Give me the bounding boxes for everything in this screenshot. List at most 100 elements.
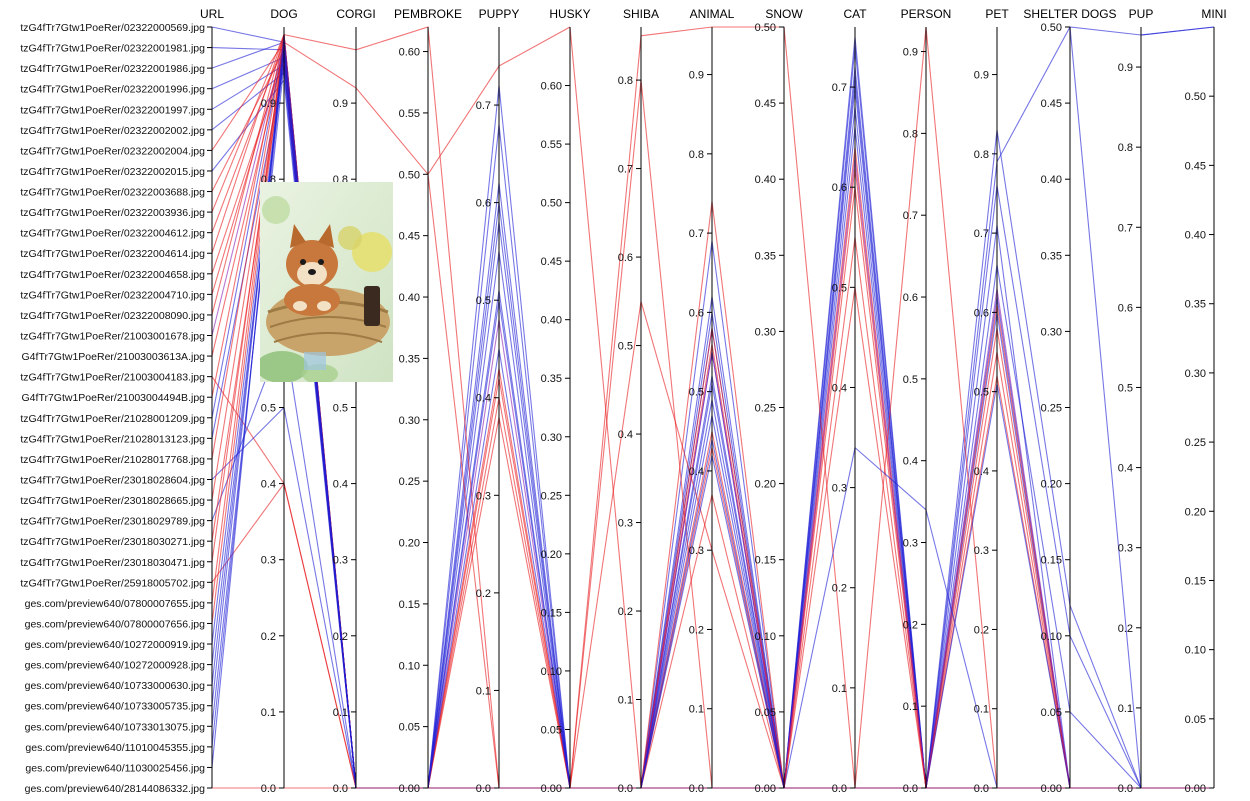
url-label-4[interactable]: tzG4fTr7Gtw1PoeRer/02322001997.jpg — [20, 104, 205, 116]
url-label-3[interactable]: tzG4fTr7Gtw1PoeRer/02322001996.jpg — [20, 84, 205, 96]
url-label-10[interactable]: tzG4fTr7Gtw1PoeRer/02322004612.jpg — [20, 228, 205, 240]
axis-mini[interactable]: MINI 0.00 0.05 0.10 0.15 0.20 0.25 0.30 0.35 0.40… — [1185, 7, 1227, 795]
axis-animal[interactable]: ANIMAL 0.0 0.1 0.2 0.3 0.4 0.5 0.6 0.7 0.8 0.9 — [689, 7, 735, 795]
url-label-33[interactable]: ges.com/preview640/10733005735.jpg — [25, 701, 206, 713]
tick-label-mini-3: 0.15 — [1185, 575, 1206, 587]
axis-title-person[interactable]: PERSON — [901, 7, 952, 21]
axis-title-pembroke[interactable]: PEMBROKE — [394, 7, 462, 21]
data-segment-2[interactable] — [569, 26, 642, 789]
axis-pet[interactable]: PET 0.0 0.1 0.2 0.3 0.4 0.5 0.6 0.7 0.8 0.9 — [974, 7, 1010, 795]
tick-label-pet-8: 0.8 — [974, 149, 989, 161]
data-polyline-5[interactable] — [211, 36, 1214, 789]
axis-title-mini[interactable]: MINI — [1201, 7, 1226, 21]
tick-label-mini-6: 0.30 — [1185, 368, 1206, 380]
axis-pembroke[interactable]: PEMBROKE 0.00 0.05 0.10 0.15 0.20 0.25 0.30 0.35… — [394, 7, 462, 795]
url-label-16[interactable]: G4fTr7Gtw1PoeRer/21003003613A.jpg — [22, 351, 206, 363]
data-segment-4[interactable] — [1140, 26, 1215, 36]
tick-label-dog-3: 0.3 — [261, 555, 276, 567]
tick-label-husky-9: 0.45 — [541, 256, 562, 268]
url-label-35[interactable]: ges.com/preview640/11010045355.jpg — [25, 742, 205, 754]
axis-title-corgi[interactable]: CORGI — [336, 7, 375, 21]
url-label-5[interactable]: tzG4fTr7Gtw1PoeRer/02322002002.jpg — [20, 125, 205, 137]
data-segment-1[interactable] — [498, 26, 571, 67]
tick-label-shiba-8: 0.8 — [618, 75, 633, 87]
axis-shelter_dogs[interactable]: SHELTER DOGS 0.00 0.05 0.10 0.15 0.20 0.25 0.30… — [1023, 7, 1116, 795]
url-label-2[interactable]: tzG4fTr7Gtw1PoeRer/02322001986.jpg — [20, 63, 205, 75]
tick-label-pup-2: 0.2 — [1118, 623, 1133, 635]
tick-label-mini-10: 0.50 — [1185, 91, 1206, 103]
url-label-29[interactable]: ges.com/preview640/07800007656.jpg — [25, 618, 206, 630]
axis-title-animal[interactable]: ANIMAL — [690, 7, 735, 21]
tick-label-dog-1: 0.1 — [261, 707, 276, 719]
url-label-6[interactable]: tzG4fTr7Gtw1PoeRer/02322002004.jpg — [20, 145, 205, 157]
data-polyline-24[interactable] — [211, 329, 1214, 789]
axis-person[interactable]: PERSON 0.0 0.1 0.2 0.3 0.4 0.5 0.6 0.7 0.8 0.9 — [901, 7, 952, 795]
url-label-36[interactable]: ges.com/preview640/11030025456.jpg — [25, 762, 205, 774]
url-label-28[interactable]: ges.com/preview640/07800007655.jpg — [25, 598, 206, 610]
axis-title-pup[interactable]: PUP — [1129, 7, 1154, 21]
url-label-11[interactable]: tzG4fTr7Gtw1PoeRer/02322004614.jpg — [20, 248, 205, 260]
tick-label-snow-10: 0.50 — [755, 22, 776, 34]
url-label-1[interactable]: tzG4fTr7Gtw1PoeRer/02322001981.jpg — [20, 43, 205, 55]
url-label-0[interactable]: tzG4fTr7Gtw1PoeRer/02322000569.jpg — [20, 22, 205, 34]
url-label-13[interactable]: tzG4fTr7Gtw1PoeRer/02322004710.jpg — [20, 289, 205, 301]
shiba-puppy-photo-icon — [260, 182, 393, 382]
axis-title-shiba[interactable]: SHIBA — [623, 7, 659, 21]
url-label-7[interactable]: tzG4fTr7Gtw1PoeRer/02322002015.jpg — [20, 166, 205, 178]
axis-title-snow[interactable]: SNOW — [765, 7, 803, 21]
url-label-26[interactable]: tzG4fTr7Gtw1PoeRer/23018030471.jpg — [20, 557, 205, 569]
tick-label-shelter_dogs-2: 0.10 — [1041, 631, 1062, 643]
axis-title-shelter_dogs[interactable]: SHELTER DOGS — [1023, 7, 1116, 21]
axis-title-cat[interactable]: CAT — [843, 7, 867, 21]
tick-label-snow-8: 0.40 — [755, 174, 776, 186]
url-label-32[interactable]: ges.com/preview640/10733000630.jpg — [25, 680, 206, 692]
url-label-22[interactable]: tzG4fTr7Gtw1PoeRer/23018028604.jpg — [20, 474, 205, 486]
url-label-14[interactable]: tzG4fTr7Gtw1PoeRer/02322008090.jpg — [20, 310, 205, 322]
axis-title-pet[interactable]: PET — [985, 7, 1009, 21]
axis-title-url[interactable]: URL — [200, 7, 224, 21]
axis-title-puppy[interactable]: PUPPY — [479, 7, 520, 21]
data-segment-3[interactable] — [1069, 26, 1142, 789]
axis-husky[interactable]: HUSKY 0.00 0.05 0.10 0.15 0.20 0.25 0.30 0.35 0.4… — [541, 7, 591, 795]
data-polyline-4[interactable] — [211, 64, 1214, 789]
tick-label-pembroke-6: 0.30 — [399, 415, 420, 427]
url-label-24[interactable]: tzG4fTr7Gtw1PoeRer/23018029789.jpg — [20, 516, 205, 528]
data-polyline-34[interactable] — [211, 65, 1214, 789]
tick-label-person-3: 0.3 — [903, 538, 918, 550]
url-label-25[interactable]: tzG4fTr7Gtw1PoeRer/23018030271.jpg — [20, 536, 205, 548]
url-label-20[interactable]: tzG4fTr7Gtw1PoeRer/21028013123.jpg — [20, 433, 205, 445]
url-label-31[interactable]: ges.com/preview640/10272000928.jpg — [25, 660, 206, 672]
url-label-8[interactable]: tzG4fTr7Gtw1PoeRer/02322003688.jpg — [20, 187, 205, 199]
data-polyline-1[interactable] — [211, 46, 1214, 789]
url-label-9[interactable]: tzG4fTr7Gtw1PoeRer/02322003936.jpg — [20, 207, 205, 219]
url-label-34[interactable]: ges.com/preview640/10733013075.jpg — [25, 721, 206, 733]
tick-label-pup-0: 0.0 — [1118, 783, 1133, 795]
axis-puppy[interactable]: PUPPY 0.0 0.1 0.2 0.3 0.4 0.5 0.6 0.7 — [476, 7, 520, 795]
tick-label-cat-7: 0.7 — [832, 82, 847, 94]
tick-label-shelter_dogs-0: 0.00 — [1041, 783, 1062, 795]
axis-snow[interactable]: SNOW 0.00 0.05 0.10 0.15 0.20 0.25 0.30 0.35 0.40… — [755, 7, 804, 795]
axis-title-dog[interactable]: DOG — [270, 7, 297, 21]
url-label-18[interactable]: G4fTr7Gtw1PoeRer/21003004494B.jpg — [22, 392, 206, 404]
data-polyline-20[interactable] — [211, 64, 1214, 789]
url-label-12[interactable]: tzG4fTr7Gtw1PoeRer/02322004658.jpg — [20, 269, 205, 281]
url-label-19[interactable]: tzG4fTr7Gtw1PoeRer/21028001209.jpg — [20, 413, 205, 425]
tick-label-corgi-9: 0.9 — [333, 98, 348, 110]
tick-label-mini-9: 0.45 — [1185, 160, 1206, 172]
url-label-30[interactable]: ges.com/preview640/10272000919.jpg — [25, 639, 206, 651]
axis-shiba[interactable]: SHIBA 0.0 0.1 0.2 0.3 0.4 0.5 0.6 0.7 0.8 — [618, 7, 659, 795]
url-label-23[interactable]: tzG4fTr7Gtw1PoeRer/23018028665.jpg — [20, 495, 205, 507]
url-label-17[interactable]: tzG4fTr7Gtw1PoeRer/21003004183.jpg — [20, 372, 205, 384]
axis-cat[interactable]: CAT 0.0 0.1 0.2 0.3 0.4 0.5 0.6 0.7 — [832, 7, 868, 795]
url-label-21[interactable]: tzG4fTr7Gtw1PoeRer/21028017768.jpg — [20, 454, 205, 466]
url-label-37[interactable]: ges.com/preview640/28144086332.jpg — [25, 783, 206, 795]
axis-title-husky[interactable]: HUSKY — [549, 7, 590, 21]
url-label-27[interactable]: tzG4fTr7Gtw1PoeRer/25918005702.jpg — [20, 577, 205, 589]
tick-label-puppy-5: 0.5 — [476, 295, 491, 307]
axis-pup[interactable]: PUP 0.0 0.1 0.2 0.3 0.4 0.5 0.6 0.7 0.8 0.9 — [1118, 7, 1154, 795]
data-segment-0[interactable] — [427, 65, 500, 175]
url-label-15[interactable]: tzG4fTr7Gtw1PoeRer/21003001678.jpg — [20, 331, 205, 343]
tick-label-snow-5: 0.25 — [755, 403, 776, 415]
